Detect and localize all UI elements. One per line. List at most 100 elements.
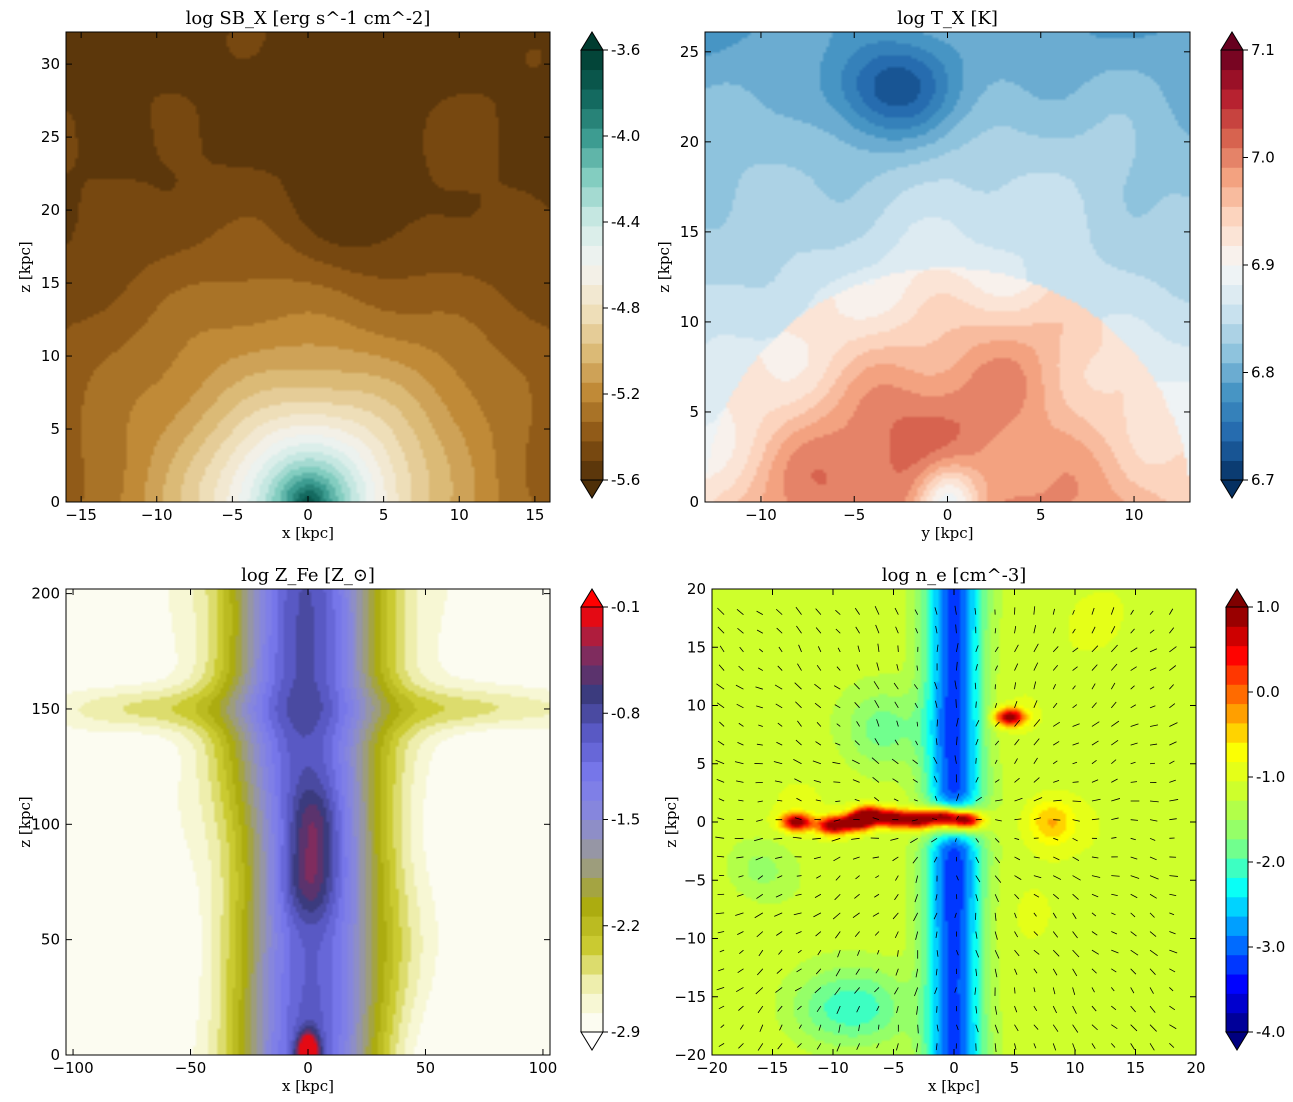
- colorbar-band: [1221, 401, 1243, 422]
- velocity-arrow: [894, 931, 899, 939]
- velocity-arrow: [915, 740, 919, 746]
- velocity-arrow: [1072, 968, 1078, 977]
- velocity-arrow: [1072, 781, 1079, 783]
- y-tick-label: 0: [50, 1046, 60, 1064]
- colorbar-tick-label: -3.6: [611, 41, 640, 59]
- y-tick-label: 10: [41, 347, 60, 365]
- velocity-arrow: [736, 703, 744, 709]
- velocity-arrow: [1149, 912, 1155, 918]
- y-tick-label: 10: [680, 313, 699, 331]
- colorbar: -2.9 -2.2 -1.5 -0.8 -0.1: [580, 588, 640, 1051]
- velocity-arrow: [852, 779, 860, 783]
- colorbar-tick-label: 6.9: [1251, 256, 1275, 274]
- velocity-arrow: [994, 838, 1000, 843]
- velocity-arrow: [1052, 665, 1059, 671]
- velocity-arrow: [932, 818, 938, 821]
- colorbar-band: [1226, 626, 1248, 647]
- surface-brightness-panel: −15 −10 −5 0 5 10 15 0 5 10 15 20 25 30 log SB_X [erg …: [16, 8, 640, 542]
- x-tick-label: −20: [696, 1059, 728, 1077]
- velocity-arrow: [1149, 819, 1158, 822]
- colorbar-band: [1226, 916, 1248, 936]
- velocity-arrow: [892, 856, 899, 862]
- velocity-arrow: [738, 875, 744, 878]
- velocity-arrow: [876, 719, 880, 727]
- velocity-arrow: [974, 608, 977, 615]
- velocity-arrow: [716, 987, 725, 991]
- colorbar-band: [581, 265, 603, 286]
- velocity-arrow: [715, 912, 725, 915]
- velocity-arrow: [719, 645, 725, 653]
- y-tick-label: 0: [50, 493, 60, 511]
- velocity-arrow: [1110, 625, 1116, 634]
- velocity-arrow: [975, 838, 979, 843]
- velocity-arrow: [855, 968, 860, 975]
- velocity-arrow: [779, 1024, 783, 1031]
- velocity-arrow: [894, 701, 899, 709]
- velocity-arrow: [1014, 626, 1017, 634]
- velocity-arrow: [1169, 722, 1178, 727]
- velocity-arrow: [716, 702, 725, 709]
- velocity-arrow: [795, 701, 802, 709]
- velocity-arrow: [1149, 931, 1157, 937]
- velocity-arrow: [1072, 1024, 1079, 1033]
- y-axis-label: z [kpc]: [16, 796, 34, 847]
- velocity-arrow: [954, 680, 957, 690]
- velocity-arrow: [1014, 949, 1020, 957]
- velocity-arrow: [1072, 628, 1076, 634]
- velocity-arrow: [793, 759, 802, 765]
- velocity-arrow: [835, 968, 841, 977]
- velocity-arrow: [935, 738, 938, 746]
- velocity-arrow: [794, 987, 802, 992]
- velocity-arrow: [896, 1005, 899, 1014]
- colorbar-band: [1221, 460, 1243, 481]
- velocity-arrow: [933, 776, 938, 783]
- velocity-arrow: [994, 665, 999, 671]
- velocity-arrow: [1111, 720, 1120, 727]
- velocity-arrow: [1091, 818, 1100, 821]
- velocity-arrow: [1014, 797, 1023, 802]
- y-tick-label: 50: [41, 931, 60, 949]
- velocity-arrow: [1052, 931, 1059, 938]
- colorbar-band: [581, 954, 603, 975]
- velocity-arrow: [894, 607, 899, 615]
- velocity-arrow: [735, 912, 744, 916]
- colorbar-band: [581, 935, 603, 956]
- colorbar-extend-top: [580, 588, 604, 608]
- velocity-arrow: [913, 799, 918, 802]
- velocity-arrow: [871, 757, 880, 765]
- colorbar-band: [581, 362, 603, 383]
- velocity-arrow: [836, 1043, 841, 1052]
- colorbar-band: [1226, 974, 1248, 994]
- velocity-arrow: [931, 837, 938, 843]
- y-tick-label: −10: [674, 930, 706, 948]
- velocity-arrow: [956, 736, 958, 746]
- velocity-arrow: [851, 837, 860, 840]
- velocity-arrow: [836, 666, 841, 671]
- velocity-arrow: [1091, 759, 1097, 765]
- colorbar-band: [581, 89, 603, 110]
- velocity-arrow: [812, 837, 821, 840]
- velocity-arrow: [795, 739, 802, 746]
- x-tick-label: −100: [52, 1059, 93, 1077]
- velocity-arrow: [739, 949, 744, 954]
- velocity-arrow: [1169, 779, 1176, 783]
- velocity-arrow: [856, 1005, 860, 1013]
- velocity-arrow: [795, 893, 802, 896]
- velocity-arrow: [815, 799, 821, 802]
- velocity-arrow: [1014, 719, 1021, 727]
- y-tick-label: 25: [680, 43, 699, 61]
- x-tick-label: −5: [221, 506, 243, 524]
- velocity-arrow: [1091, 702, 1097, 709]
- velocity-arrow: [1014, 701, 1018, 708]
- y-tick-label: 15: [680, 223, 699, 241]
- colorbar-band: [1221, 323, 1243, 344]
- colorbar-band: [581, 304, 603, 325]
- velocity-arrow: [734, 761, 744, 765]
- velocity-arrow: [994, 968, 998, 978]
- colorbar-band: [1221, 206, 1243, 227]
- velocity-arrow: [1053, 741, 1060, 746]
- velocity-arrow: [720, 1024, 725, 1029]
- x-tick-label: 0: [943, 506, 953, 524]
- velocity-arrow: [1033, 912, 1037, 917]
- velocity-arrow: [1091, 1024, 1098, 1031]
